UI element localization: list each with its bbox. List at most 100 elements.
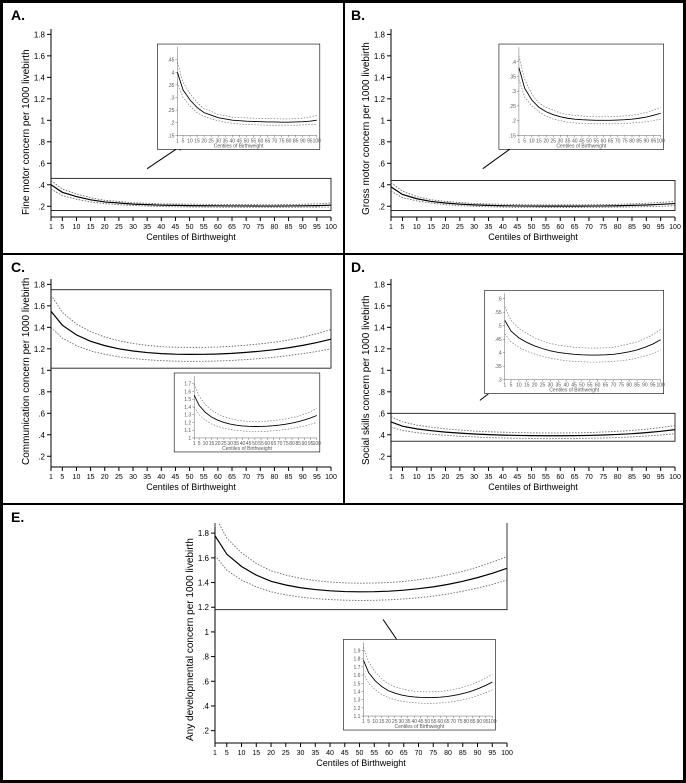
svg-text:1.6: 1.6 — [34, 52, 46, 61]
svg-text:95: 95 — [650, 383, 656, 389]
panel-label-b: B. — [351, 7, 365, 23]
svg-text:100: 100 — [313, 441, 322, 447]
svg-text:100: 100 — [669, 224, 681, 231]
chart-any-developmental: .2.4.6.811.21.41.61.81510152025303540455… — [173, 523, 513, 773]
svg-text:80: 80 — [614, 224, 622, 231]
svg-text:80: 80 — [629, 138, 635, 144]
svg-text:5: 5 — [401, 474, 405, 481]
svg-text:30: 30 — [129, 474, 137, 481]
svg-text:85: 85 — [634, 383, 640, 389]
svg-text:75: 75 — [618, 383, 624, 389]
svg-text:.4: .4 — [498, 351, 502, 357]
svg-text:.2: .2 — [170, 121, 174, 127]
panel-label-c: C. — [11, 259, 25, 275]
y-axis-title: Communication concern per 1000 livebirth — [21, 277, 32, 465]
svg-text:40: 40 — [499, 224, 507, 231]
svg-text:20: 20 — [101, 474, 109, 481]
svg-text:1.6: 1.6 — [198, 554, 210, 563]
svg-text:85: 85 — [285, 474, 293, 481]
svg-text:1: 1 — [362, 719, 365, 725]
svg-text:55: 55 — [200, 474, 208, 481]
svg-text:1.4: 1.4 — [354, 689, 361, 695]
svg-text:.3: .3 — [170, 95, 174, 101]
svg-text:30: 30 — [470, 474, 478, 481]
svg-text:.4: .4 — [170, 70, 174, 76]
svg-text:.2: .2 — [378, 452, 385, 461]
svg-text:10: 10 — [516, 383, 522, 389]
svg-text:10: 10 — [413, 224, 421, 231]
svg-text:25: 25 — [456, 474, 464, 481]
svg-text:.15: .15 — [509, 133, 516, 139]
svg-text:65: 65 — [571, 224, 579, 231]
chart-social-skills: .2.4.6.811.21.41.61.81510152025303540455… — [349, 275, 681, 497]
svg-text:.2: .2 — [38, 202, 45, 211]
svg-text:5: 5 — [60, 224, 64, 231]
svg-text:50: 50 — [528, 224, 536, 231]
svg-text:.35: .35 — [495, 364, 502, 370]
svg-text:65: 65 — [571, 474, 579, 481]
svg-text:.4: .4 — [512, 60, 516, 66]
svg-text:70: 70 — [585, 224, 593, 231]
svg-text:65: 65 — [444, 719, 450, 725]
svg-text:50: 50 — [356, 750, 364, 757]
svg-text:20: 20 — [215, 441, 221, 447]
svg-text:1.7: 1.7 — [184, 382, 191, 388]
svg-text:Centiles of Birthweight: Centiles of Birthweight — [395, 724, 445, 730]
svg-text:1.6: 1.6 — [374, 52, 386, 61]
svg-text:1: 1 — [503, 383, 506, 389]
svg-text:90: 90 — [642, 474, 650, 481]
svg-text:.55: .55 — [495, 310, 502, 316]
svg-text:.6: .6 — [38, 159, 45, 168]
svg-text:.3: .3 — [498, 378, 502, 384]
svg-text:1: 1 — [389, 474, 393, 481]
svg-text:65: 65 — [265, 138, 271, 144]
svg-text:85: 85 — [285, 224, 293, 231]
svg-text:45: 45 — [172, 474, 180, 481]
svg-text:90: 90 — [474, 750, 482, 757]
svg-text:90: 90 — [642, 224, 650, 231]
svg-text:15: 15 — [524, 383, 530, 389]
svg-text:85: 85 — [295, 441, 301, 447]
svg-text:80: 80 — [614, 474, 622, 481]
svg-text:1.5: 1.5 — [184, 397, 191, 403]
svg-text:Centiles of Birthweight: Centiles of Birthweight — [222, 446, 272, 452]
svg-text:35: 35 — [143, 474, 151, 481]
x-axis-title: Centiles of Birthweight — [391, 482, 675, 492]
svg-text:1: 1 — [381, 366, 386, 375]
svg-text:60: 60 — [214, 224, 222, 231]
svg-text:10: 10 — [372, 719, 378, 725]
y-axis-title: Any developmental concern per 1000 liveb… — [185, 525, 196, 741]
chart-communication: .2.4.6.811.21.41.61.81510152025303540455… — [9, 275, 337, 497]
svg-text:100: 100 — [488, 719, 497, 725]
svg-text:75: 75 — [599, 474, 607, 481]
svg-text:60: 60 — [214, 474, 222, 481]
svg-text:50: 50 — [186, 474, 194, 481]
svg-text:55: 55 — [200, 224, 208, 231]
svg-text:55: 55 — [370, 750, 378, 757]
svg-text:.4: .4 — [202, 702, 209, 711]
svg-text:1: 1 — [518, 138, 521, 144]
svg-text:1.6: 1.6 — [374, 302, 386, 311]
svg-text:1.4: 1.4 — [374, 73, 386, 82]
svg-text:1.4: 1.4 — [374, 323, 386, 332]
svg-text:15: 15 — [536, 138, 542, 144]
svg-text:1.8: 1.8 — [34, 30, 46, 39]
svg-text:70: 70 — [242, 474, 250, 481]
svg-text:75: 75 — [457, 719, 463, 725]
svg-text:1.4: 1.4 — [184, 405, 191, 411]
svg-text:.4: .4 — [38, 181, 45, 190]
svg-text:20: 20 — [267, 750, 275, 757]
svg-text:20: 20 — [532, 383, 538, 389]
svg-text:.6: .6 — [498, 297, 502, 303]
svg-text:.6: .6 — [378, 159, 385, 168]
svg-text:75: 75 — [429, 750, 437, 757]
svg-text:10: 10 — [73, 224, 81, 231]
figure-container: A. B. C. D. E. .2.4.6.811.21.41.61.81510… — [0, 0, 686, 783]
svg-text:.8: .8 — [378, 138, 385, 147]
svg-text:1.4: 1.4 — [34, 73, 46, 82]
svg-text:.3: .3 — [512, 89, 516, 95]
svg-text:50: 50 — [528, 474, 536, 481]
svg-text:25: 25 — [115, 474, 123, 481]
svg-text:45: 45 — [172, 224, 180, 231]
svg-text:90: 90 — [299, 224, 307, 231]
